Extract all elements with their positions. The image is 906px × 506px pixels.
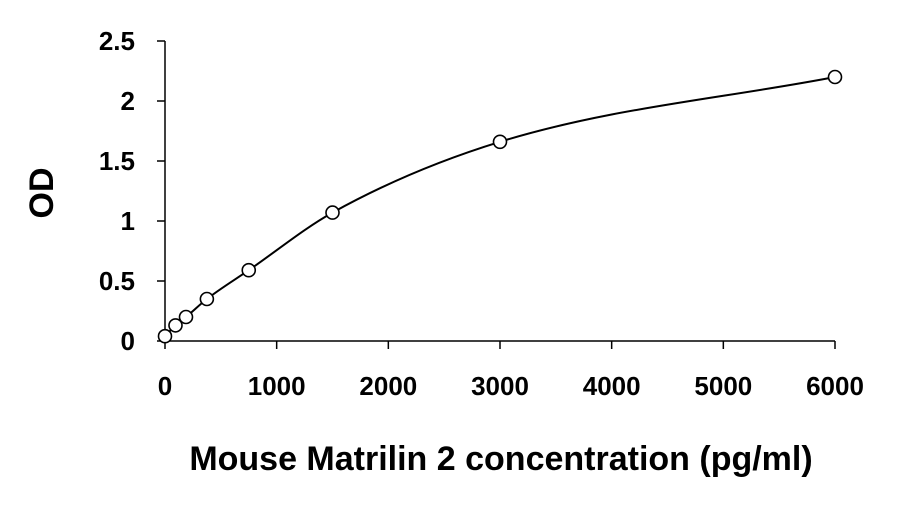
y-tick-label: 1 bbox=[121, 206, 135, 236]
axes bbox=[164, 41, 835, 342]
y-tick-label: 0 bbox=[121, 326, 135, 356]
x-tick-label: 5000 bbox=[694, 371, 752, 401]
x-tick-label: 4000 bbox=[583, 371, 641, 401]
data-point bbox=[492, 134, 508, 150]
data-point bbox=[178, 309, 194, 325]
y-tick-label: 2.5 bbox=[99, 26, 135, 56]
x-tick-label: 6000 bbox=[806, 371, 864, 401]
y-axis-ticks: 0 0.5 1 1.5 2 2.5 bbox=[99, 26, 165, 356]
x-tick-label: 2000 bbox=[359, 371, 417, 401]
x-tick-label: 1000 bbox=[248, 371, 306, 401]
x-axis-ticks: 0 1000 2000 3000 4000 5000 6000 bbox=[158, 341, 864, 401]
data-point bbox=[168, 318, 183, 333]
x-tick-label: 0 bbox=[158, 371, 172, 401]
x-tick-label: 3000 bbox=[471, 371, 529, 401]
data-point bbox=[199, 291, 215, 307]
data-point bbox=[325, 205, 340, 220]
data-point bbox=[827, 69, 843, 85]
data-point bbox=[241, 262, 257, 278]
fit-curve bbox=[164, 76, 836, 337]
x-axis-title: Mouse Matrilin 2 concentration (pg/ml) bbox=[189, 440, 812, 478]
y-tick-label: 0.5 bbox=[99, 266, 135, 296]
data-points bbox=[157, 69, 843, 344]
y-tick-label: 1.5 bbox=[99, 146, 135, 176]
y-axis-title: OD bbox=[23, 168, 61, 219]
y-tick-label: 2 bbox=[121, 86, 135, 116]
data-point bbox=[157, 328, 173, 344]
